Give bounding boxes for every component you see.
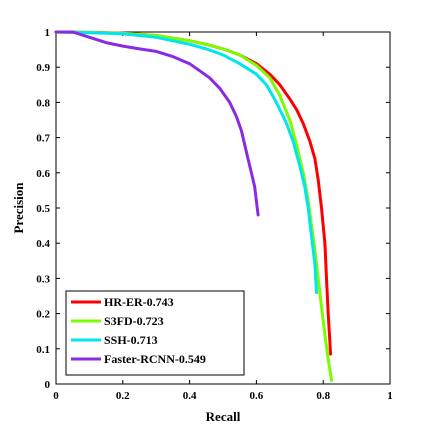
axis-ticks: 0 0.2 0.4 0.6 0.8 1 0 0.1 0.2 0.3 0.4 0.5 0.6 0.7 0.8 0… bbox=[36, 27, 393, 402]
legend-label-1: S3FD-0.723 bbox=[104, 314, 164, 328]
y-tick-label: 0.2 bbox=[36, 309, 50, 321]
y-tick-label: 0.5 bbox=[36, 203, 50, 215]
x-tick-label: 1 bbox=[387, 390, 393, 402]
x-tick-label: 0.4 bbox=[183, 390, 197, 402]
y-axis-label: Precision bbox=[11, 182, 26, 234]
y-tick-label: 1 bbox=[45, 27, 51, 39]
x-tick-label: 0.6 bbox=[250, 390, 264, 402]
legend-box bbox=[65, 290, 245, 376]
legend-label-3: Faster-RCNN-0.549 bbox=[104, 352, 206, 366]
y-tick-label: 0.8 bbox=[36, 97, 50, 109]
x-tick-label: 0 bbox=[53, 390, 59, 402]
y-tick-label: 0.1 bbox=[36, 344, 50, 356]
series-line-2 bbox=[54, 30, 318, 294]
series-group bbox=[54, 30, 334, 382]
series-line-3 bbox=[54, 30, 260, 217]
y-tick-label: 0.7 bbox=[36, 133, 50, 145]
legend-label-0: HR-ER-0.743 bbox=[104, 295, 174, 309]
legend: HR-ER-0.743 S3FD-0.723 SSH-0.713 Faster-RCN… bbox=[65, 290, 245, 376]
y-tick-label: 0.4 bbox=[36, 238, 50, 250]
series-line-1 bbox=[54, 30, 334, 382]
y-tick-label: 0.9 bbox=[36, 62, 50, 74]
x-axis-label: Recall bbox=[206, 409, 241, 424]
y-tick-label: 0.3 bbox=[36, 273, 50, 285]
y-tick-label: 0 bbox=[45, 379, 51, 391]
legend-label-2: SSH-0.713 bbox=[104, 333, 158, 347]
x-tick-label: 0.8 bbox=[316, 390, 330, 402]
y-tick-label: 0.6 bbox=[36, 168, 50, 180]
x-tick-label: 0.2 bbox=[116, 390, 130, 402]
